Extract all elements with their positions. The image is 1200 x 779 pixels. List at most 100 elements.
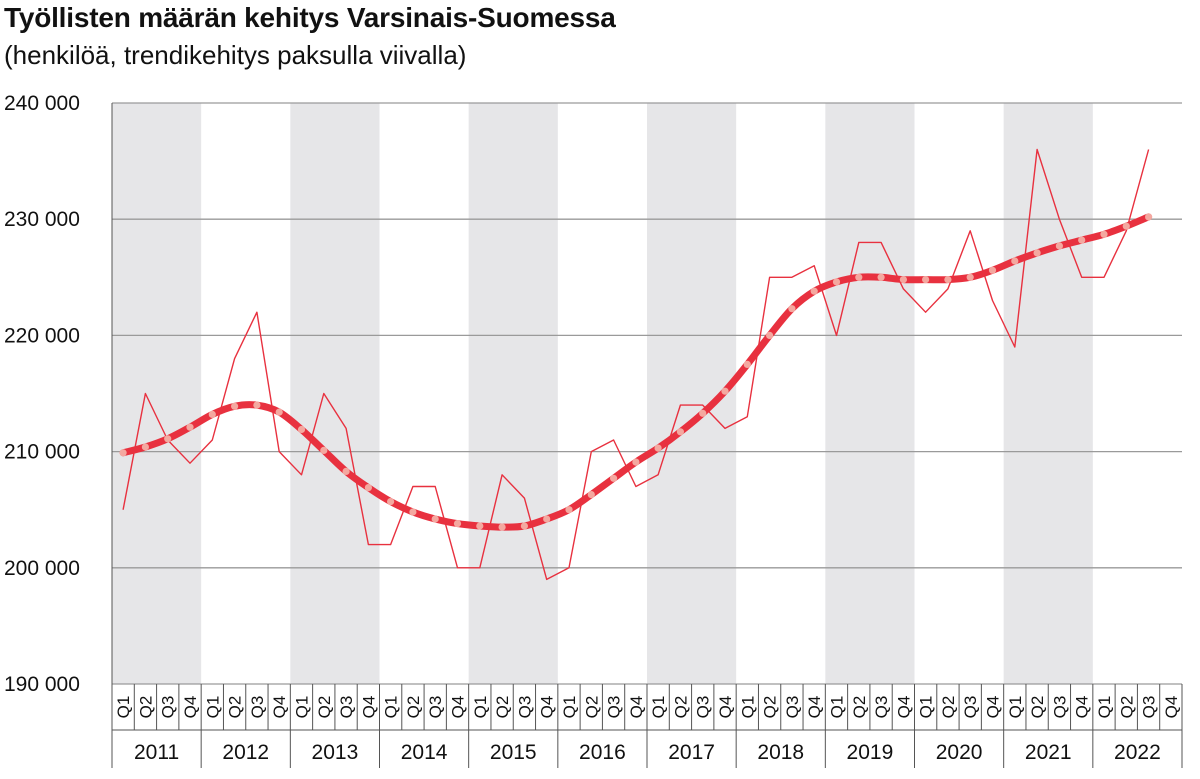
- quarter-label: Q3: [426, 696, 445, 719]
- year-label: 2013: [312, 741, 359, 764]
- year-label: 2015: [490, 741, 537, 764]
- trend-point: [320, 446, 328, 454]
- trend-point: [699, 409, 707, 417]
- quarter-label: Q2: [1117, 696, 1136, 719]
- trend-point: [832, 278, 841, 286]
- chart-subtitle: (henkilöä, trendikehitys paksulla viival…: [4, 40, 467, 70]
- trend-point: [275, 408, 283, 416]
- year-label: 2019: [847, 741, 894, 764]
- quarter-label: Q3: [337, 696, 356, 719]
- quarter-label: Q4: [805, 696, 824, 719]
- trend-point: [231, 402, 239, 410]
- trend-point: [387, 498, 395, 506]
- trend-point: [743, 360, 751, 368]
- quarter-label: Q1: [292, 696, 311, 719]
- quarter-label: Q3: [961, 696, 980, 719]
- quarter-label: Q2: [226, 696, 245, 719]
- trend-point: [1011, 257, 1019, 265]
- trend-point: [855, 273, 863, 281]
- quarter-label: Q1: [1095, 696, 1114, 719]
- year-label: 2012: [222, 741, 269, 764]
- trend-point: [587, 491, 595, 499]
- quarter-label: Q1: [203, 696, 222, 719]
- trend-point: [1078, 236, 1086, 244]
- quarter-label: Q1: [114, 696, 133, 719]
- quarter-label: Q2: [939, 696, 958, 719]
- trend-point: [476, 522, 484, 530]
- trend-point: [922, 276, 930, 284]
- trend-point: [788, 305, 796, 313]
- quarter-label: Q4: [449, 696, 468, 719]
- quarter-label: Q4: [181, 696, 200, 719]
- trend-point: [253, 401, 261, 409]
- year-bands: [112, 103, 1093, 684]
- year-band-2011: [112, 103, 202, 684]
- y-axis-tick-labels: 190 000 200 000 210 000 220 000 230 000 240 0…: [4, 92, 80, 696]
- y-tick-label: 240 000: [4, 92, 80, 115]
- trend-point: [721, 387, 729, 395]
- trend-point: [565, 506, 573, 514]
- year-band-2015: [468, 103, 558, 684]
- trend-point: [1033, 249, 1041, 257]
- year-band-2013: [290, 103, 380, 684]
- y-tick-label: 230 000: [4, 208, 80, 231]
- quarter-label: Q2: [582, 696, 601, 719]
- trend-point: [810, 287, 818, 295]
- quarter-label: Q1: [827, 696, 846, 719]
- trend-point: [297, 425, 306, 434]
- quarter-label: Q4: [627, 696, 646, 719]
- trend-point: [141, 443, 149, 451]
- trend-point: [186, 423, 194, 431]
- quarter-label: Q3: [1050, 696, 1069, 719]
- trend-point: [453, 520, 462, 528]
- quarter-label: Q1: [917, 696, 936, 719]
- quarter-label: Q4: [984, 696, 1003, 719]
- year-band-2021: [1003, 103, 1093, 684]
- quarter-label: Q2: [850, 696, 869, 719]
- trend-series-line: [119, 213, 1153, 531]
- trend-point: [498, 523, 506, 531]
- quarter-label: Q2: [671, 696, 690, 719]
- quarter-label: Q3: [783, 696, 802, 719]
- quarter-label: Q1: [649, 696, 668, 719]
- year-label: 2020: [936, 741, 983, 764]
- trend-point: [208, 410, 216, 418]
- quarter-label: Q4: [538, 696, 557, 719]
- trend-point: [543, 515, 551, 523]
- trend-point: [364, 484, 372, 492]
- trend-point: [676, 428, 685, 436]
- trend-series: [119, 213, 1153, 531]
- quarter-label: Q1: [738, 696, 757, 719]
- quarter-label: Q4: [1162, 696, 1181, 719]
- trend-point: [988, 266, 997, 274]
- quarter-label: Q2: [493, 696, 512, 719]
- chart-title: Työllisten määrän kehitys Varsinais-Suom…: [4, 2, 616, 33]
- trend-point: [899, 276, 908, 284]
- quarter-label: Q3: [605, 696, 624, 719]
- quarter-label: Q2: [1028, 696, 1047, 719]
- y-tick-label: 210 000: [4, 441, 80, 464]
- y-tick-label: 220 000: [4, 324, 80, 347]
- trend-point: [966, 273, 974, 281]
- y-tick-label: 190 000: [4, 673, 80, 696]
- quarter-label: Q1: [382, 696, 401, 719]
- trend-point: [1122, 222, 1130, 230]
- year-label: 2022: [1114, 741, 1161, 764]
- trend-point: [632, 458, 640, 466]
- quarter-label: Q4: [270, 696, 289, 719]
- trend-point: [877, 273, 885, 281]
- original-series-line: [122, 148, 1150, 581]
- quarter-label: Q2: [136, 696, 155, 719]
- original-series: [122, 148, 1150, 581]
- y-tick-label: 200 000: [4, 557, 80, 580]
- year-band-2019: [825, 103, 915, 684]
- quarter-label: Q3: [515, 696, 534, 719]
- trend-point: [944, 276, 952, 284]
- trend-point: [409, 508, 417, 516]
- quarter-label: Q4: [894, 696, 913, 719]
- trend-point: [1055, 242, 1063, 250]
- year-label: 2014: [401, 741, 448, 764]
- trend-point: [431, 515, 439, 523]
- quarter-label: Q4: [1073, 696, 1092, 719]
